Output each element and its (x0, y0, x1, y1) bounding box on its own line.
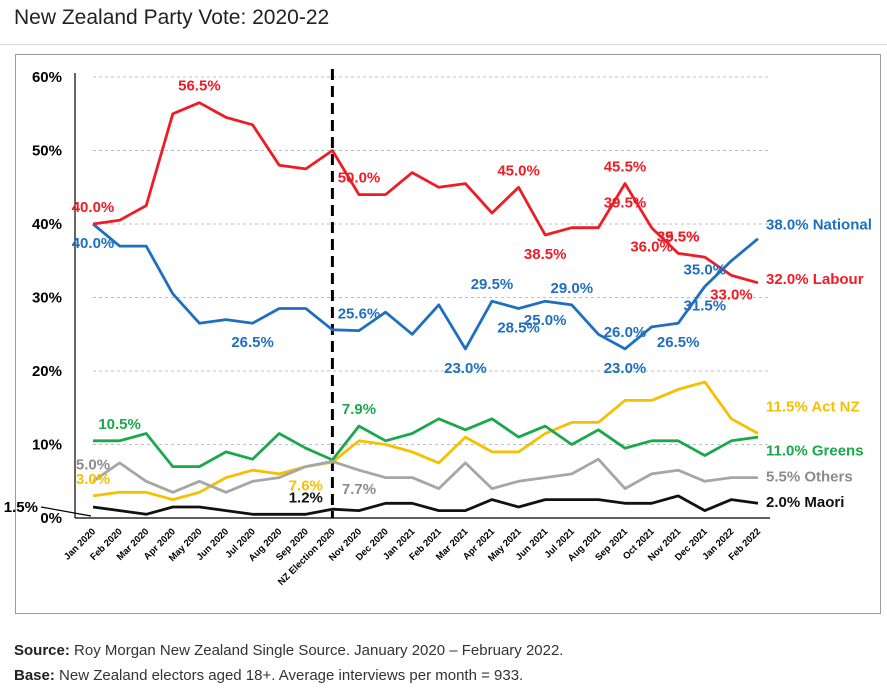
data-label: 29.0% (551, 280, 594, 297)
data-label: 28.5% (497, 320, 540, 337)
source-note: Source: Roy Morgan New Zealand Single So… (14, 642, 563, 659)
data-label: 25.6% (338, 306, 381, 323)
series-label-others: 5.5% Others (766, 468, 853, 485)
base-note: Base: New Zealand electors aged 18+. Ave… (14, 667, 523, 684)
data-label: 23.0% (604, 360, 647, 377)
data-label: 7.9% (342, 401, 376, 418)
data-label: 26.0% (604, 324, 647, 341)
y-tick-leader (40, 506, 92, 517)
chart-frame (15, 54, 881, 614)
series-line-act-nz (92, 380, 759, 502)
data-label: 35.0% (684, 261, 727, 278)
data-label: 33.0% (710, 286, 753, 303)
data-label: 5.0% (76, 456, 110, 473)
data-label: 56.5% (178, 78, 221, 95)
data-label: 25.0% (524, 312, 567, 329)
data-label: 35.5% (657, 228, 700, 245)
data-label: 7.7% (342, 481, 376, 498)
y-tick-label: 50% (32, 143, 62, 160)
data-label: 40.0% (72, 235, 115, 252)
series-label-greens: 11.0% Greens (766, 443, 864, 460)
series-line-maori (92, 494, 759, 516)
y-tick-label: 0% (40, 510, 62, 527)
data-label: 3.0% (76, 471, 110, 488)
source-text: Roy Morgan New Zealand Single Source. Ja… (74, 642, 564, 659)
data-label: 36.0% (630, 239, 673, 256)
y-tick-label: 20% (32, 363, 62, 380)
data-label: 39.5% (657, 228, 700, 245)
series-line-greens (93, 417, 759, 469)
source-label: Source: (14, 642, 70, 659)
series-label-act-nz: 11.5% Act NZ (766, 398, 860, 415)
data-label: 29.5% (471, 276, 514, 293)
data-label: 1.2% (289, 489, 323, 506)
title-divider (0, 44, 887, 45)
data-label: 7.6% (289, 478, 323, 495)
y-tick-label: 40% (32, 216, 62, 233)
data-label: 23.0% (444, 360, 487, 377)
series-line-national (92, 222, 759, 351)
series-label-maori: 2.0% Maori (766, 494, 844, 511)
y-tick-label: 1.5% (4, 499, 38, 516)
series-label-labour: 32.0% Labour (766, 271, 864, 288)
data-label: 40.0% (72, 199, 115, 216)
series-line-labour (92, 101, 759, 285)
y-tick-label: 10% (32, 437, 62, 454)
data-label: 26.5% (231, 334, 274, 351)
y-tick-label: 30% (32, 290, 62, 307)
base-text: New Zealand electors aged 18+. Average i… (59, 667, 524, 684)
data-label: 10.5% (98, 416, 141, 433)
data-label: 39.5% (604, 195, 647, 212)
data-label: 38.5% (524, 246, 567, 263)
data-label: 45.5% (604, 159, 647, 176)
data-label: 31.5% (684, 297, 727, 314)
series-label-national: 38.0% National (766, 217, 872, 234)
page-title: New Zealand Party Vote: 2020-22 (14, 6, 330, 29)
y-tick-label: 60% (32, 69, 62, 86)
data-label: 45.0% (497, 162, 540, 179)
series-line-others (92, 457, 758, 494)
data-label: 26.5% (657, 334, 700, 351)
data-label: 50.0% (338, 170, 381, 187)
base-label: Base: (14, 667, 55, 684)
